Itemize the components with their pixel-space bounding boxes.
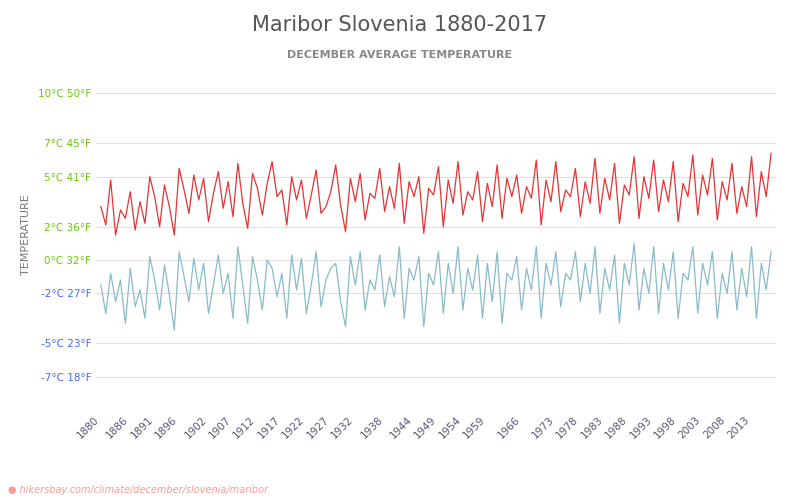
Y-axis label: TEMPERATURE: TEMPERATURE (21, 194, 31, 276)
Text: DECEMBER AVERAGE TEMPERATURE: DECEMBER AVERAGE TEMPERATURE (287, 50, 513, 60)
Text: ● hikersbay.com/climate/december/slovenia/maribor: ● hikersbay.com/climate/december/sloveni… (8, 485, 268, 495)
Text: Maribor Slovenia 1880-2017: Maribor Slovenia 1880-2017 (253, 15, 547, 35)
Legend: NIGHT, DAY: NIGHT, DAY (360, 498, 512, 500)
